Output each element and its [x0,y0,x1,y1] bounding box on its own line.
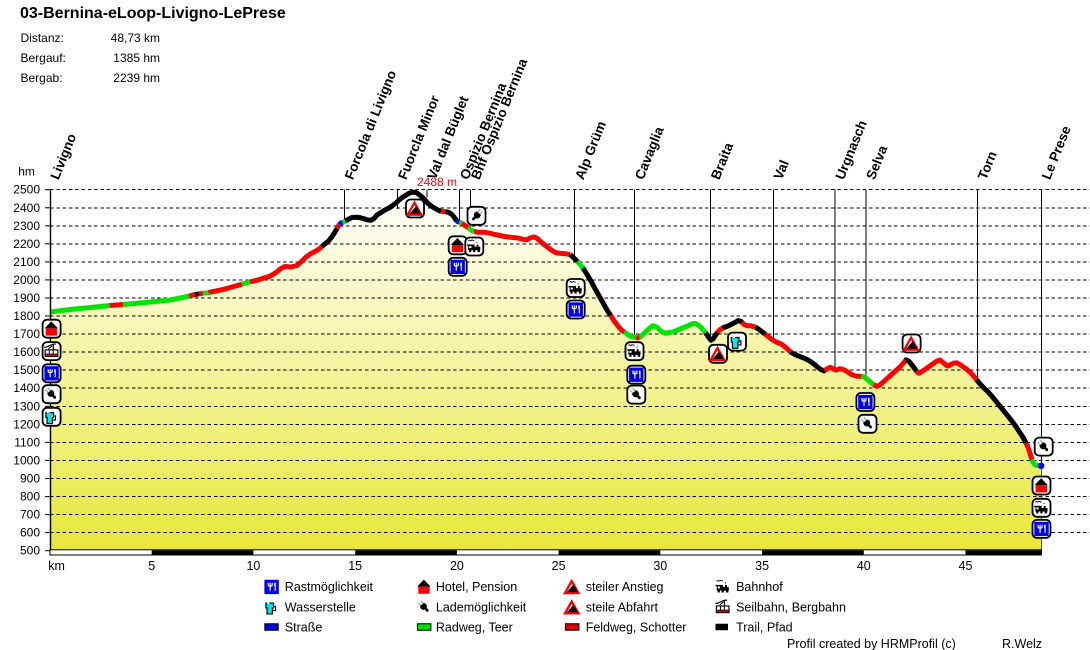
svg-text:40: 40 [857,559,871,573]
svg-text:Distanz:: Distanz: [21,31,64,45]
svg-text:Bahnhof: Bahnhof [736,580,783,594]
svg-text:48,73 km: 48,73 km [111,31,160,45]
svg-text:10: 10 [246,559,260,573]
svg-text:45: 45 [959,559,973,573]
svg-text:1200: 1200 [13,417,40,431]
svg-text:Hotel, Pension: Hotel, Pension [436,580,517,594]
svg-text:20: 20 [450,559,464,573]
svg-text:900: 900 [20,472,40,486]
svg-text:1400: 1400 [13,381,40,395]
svg-text:2000: 2000 [13,273,40,287]
svg-text:Rastmöglichkeit: Rastmöglichkeit [285,580,374,594]
svg-text:Trail, Pfad: Trail, Pfad [736,620,793,634]
svg-text:600: 600 [20,526,40,540]
svg-text:Bergauf:: Bergauf: [21,51,66,65]
svg-text:500: 500 [20,544,40,558]
svg-text:35: 35 [755,559,769,573]
svg-text:1500: 1500 [13,363,40,377]
svg-text:Wasserstelle: Wasserstelle [285,601,356,615]
svg-text:R.Welz: R.Welz [1002,637,1042,650]
svg-text:700: 700 [20,508,40,522]
svg-text:Val: Val [771,158,792,182]
svg-text:Straße: Straße [285,620,323,634]
svg-text:5: 5 [148,559,155,573]
svg-text:Seilbahn, Bergbahn: Seilbahn, Bergbahn [736,601,846,615]
svg-text:Feldweg, Schotter: Feldweg, Schotter [586,620,687,634]
svg-text:1700: 1700 [13,327,40,341]
svg-text:30: 30 [653,559,667,573]
svg-text:1900: 1900 [13,291,40,305]
svg-text:2500: 2500 [13,183,40,197]
svg-text:1000: 1000 [13,453,40,467]
svg-text:03-Bernina-eLoop-Livigno-LePre: 03-Bernina-eLoop-Livigno-LePrese [20,5,286,22]
svg-text:1600: 1600 [13,345,40,359]
svg-text:hm: hm [18,165,35,179]
svg-text:Lademöglichkeit: Lademöglichkeit [436,601,527,615]
svg-text:1385 hm: 1385 hm [113,51,160,65]
svg-text:Profil created by HRMProfil (c: Profil created by HRMProfil (c) [787,637,956,650]
svg-text:15: 15 [348,559,362,573]
svg-text:2239 hm: 2239 hm [113,71,160,85]
svg-text:Radweg, Teer: Radweg, Teer [436,620,513,634]
svg-text:2400: 2400 [13,201,40,215]
svg-text:2300: 2300 [13,219,40,233]
svg-text:steiler Anstieg: steiler Anstieg [586,580,664,594]
svg-text:km: km [48,559,65,573]
svg-text:2100: 2100 [13,255,40,269]
svg-text:25: 25 [552,559,566,573]
svg-text:1300: 1300 [13,399,40,413]
svg-text:2200: 2200 [13,237,40,251]
svg-text:1800: 1800 [13,309,40,323]
svg-text:2488 m: 2488 m [417,175,457,189]
svg-text:steile Abfahrt: steile Abfahrt [586,601,659,615]
svg-text:800: 800 [20,490,40,504]
svg-text:Bergab:: Bergab: [21,71,63,85]
svg-text:1100: 1100 [14,435,40,449]
